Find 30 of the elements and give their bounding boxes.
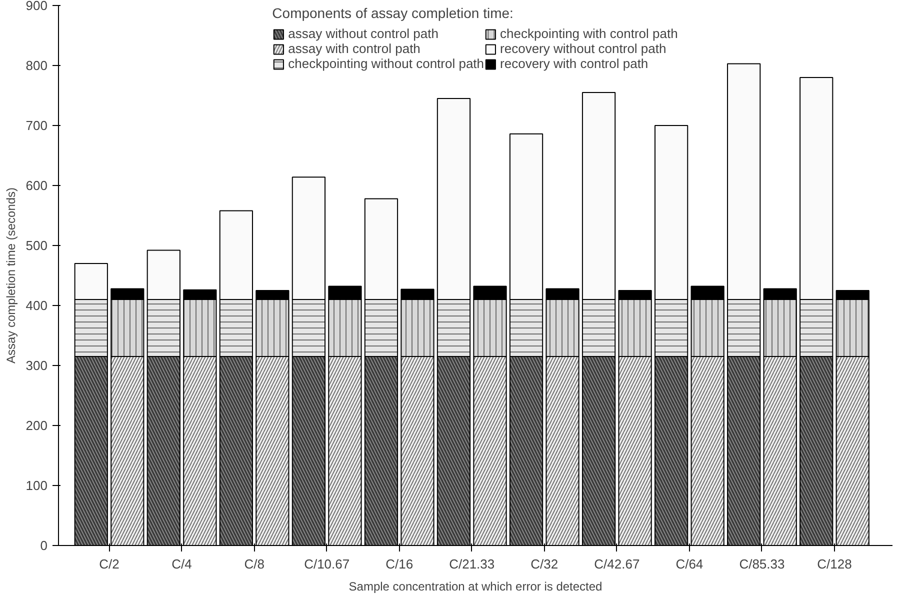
y-tick-label: 500 [26,238,48,253]
y-tick-label: 800 [26,58,48,73]
x-tick-label: C/16 [386,556,414,572]
y-tick-label: 0 [40,538,48,553]
y-tick-label: 300 [26,358,48,373]
x-tick-label: C/42.67 [594,556,640,572]
legend-label: assay with control path [288,41,420,56]
y-tick-label: 200 [26,418,48,433]
x-tick-label: C/2 [99,556,120,572]
legend-label: assay without control path [288,26,438,41]
y-axis-title: Assay completion time (seconds) [4,187,18,364]
x-tick-label: C/21.33 [449,556,495,572]
y-tick-label: 400 [26,298,48,313]
x-tick-label: C/85.33 [739,556,785,572]
x-tick-label: C/8 [244,556,264,572]
x-tick-label: C/32 [530,556,558,572]
y-tick-label: 100 [26,478,48,493]
x-axis-title: Sample concentration at which error is detected [348,580,602,594]
legend-label: checkpointing with control path [500,26,678,41]
x-tick-label: C/4 [172,556,192,572]
legend-label: recovery without control path [500,41,666,56]
y-tick-label: 700 [26,118,48,133]
x-tick-label: C/128 [817,556,852,572]
legend-label: checkpointing without control path [288,56,484,71]
x-tick-label: C/64 [676,556,704,572]
y-tick-label: 600 [26,178,48,193]
x-tick-label: C/10.67 [304,556,350,572]
legend-label: recovery with control path [500,56,648,71]
y-tick-label: 900 [26,0,48,13]
legend-title: Components of assay completion time: [272,5,514,21]
